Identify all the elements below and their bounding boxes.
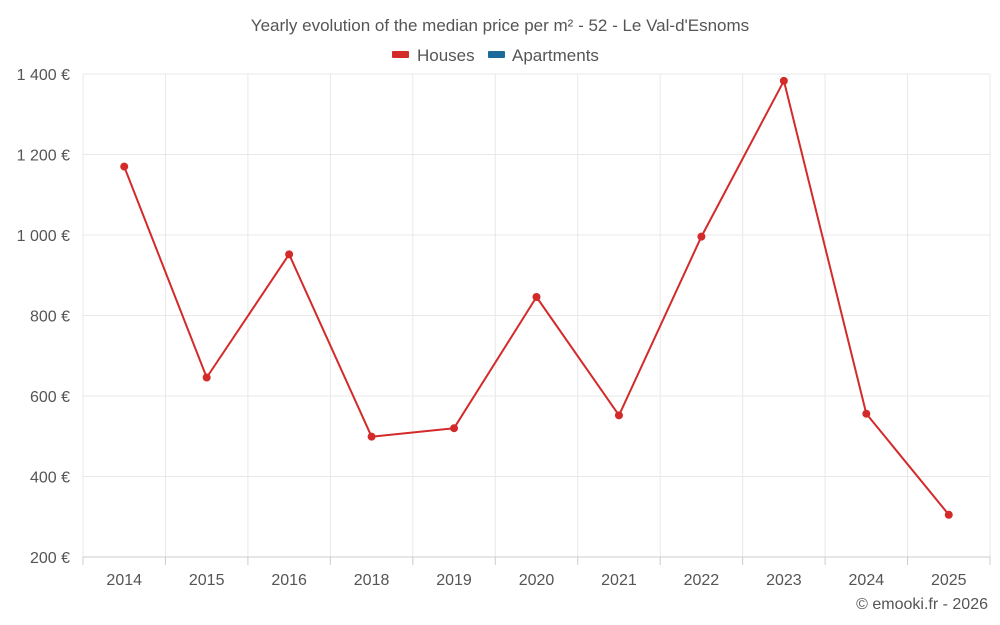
legend: Houses Apartments	[392, 46, 599, 65]
axes	[82, 556, 991, 565]
series-houses	[120, 76, 953, 519]
x-tick-label: 2025	[931, 572, 967, 589]
y-tick-label: 1 400 €	[17, 67, 70, 84]
x-tick-label: 2015	[189, 572, 225, 589]
legend-item-houses[interactable]: Houses	[392, 46, 475, 65]
x-tick-label: 2022	[684, 572, 720, 589]
data-point-2016[interactable]	[285, 250, 294, 259]
x-tick-label: 2024	[849, 572, 885, 589]
legend-swatch-houses	[392, 51, 409, 58]
y-tick-label: 400 €	[30, 470, 70, 487]
legend-label-apartments: Apartments	[512, 46, 599, 65]
data-point-2015[interactable]	[202, 373, 211, 382]
credit-text: © emooki.fr - 2026	[856, 596, 988, 613]
data-point-2025[interactable]	[944, 510, 953, 519]
data-point-2018[interactable]	[367, 432, 376, 441]
y-axis-ticks: 200 € 400 € 600 € 800 € 1 000 € 1 200 € 1 400 …	[17, 67, 70, 567]
legend-swatch-apartments	[488, 51, 505, 58]
x-axis-ticks: 2014 2015 2016 2018 2019 2020 2021 2022 2023 2024…	[106, 572, 966, 589]
data-point-2020[interactable]	[532, 292, 541, 301]
y-tick-label: 1 000 €	[17, 228, 70, 245]
x-tick-label: 2014	[106, 572, 142, 589]
data-point-2022[interactable]	[697, 232, 706, 241]
data-point-2023[interactable]	[779, 76, 788, 85]
y-tick-label: 200 €	[30, 550, 70, 567]
x-tick-label: 2016	[271, 572, 307, 589]
data-point-2019[interactable]	[450, 424, 459, 433]
grid	[82, 73, 991, 557]
x-tick-label: 2023	[766, 572, 802, 589]
legend-label-houses: Houses	[417, 46, 475, 65]
legend-item-apartments[interactable]: Apartments	[488, 46, 599, 65]
data-point-2021[interactable]	[614, 411, 623, 420]
y-tick-label: 800 €	[30, 309, 70, 326]
x-tick-label: 2018	[354, 572, 390, 589]
y-tick-label: 600 €	[30, 389, 70, 406]
chart-title: Yearly evolution of the median price per…	[251, 16, 749, 35]
x-tick-label: 2021	[601, 572, 637, 589]
y-tick-label: 1 200 €	[17, 148, 70, 165]
data-point-2024[interactable]	[862, 409, 871, 418]
x-tick-label: 2020	[519, 572, 555, 589]
data-point-2014[interactable]	[120, 162, 129, 171]
x-tick-label: 2019	[436, 572, 472, 589]
